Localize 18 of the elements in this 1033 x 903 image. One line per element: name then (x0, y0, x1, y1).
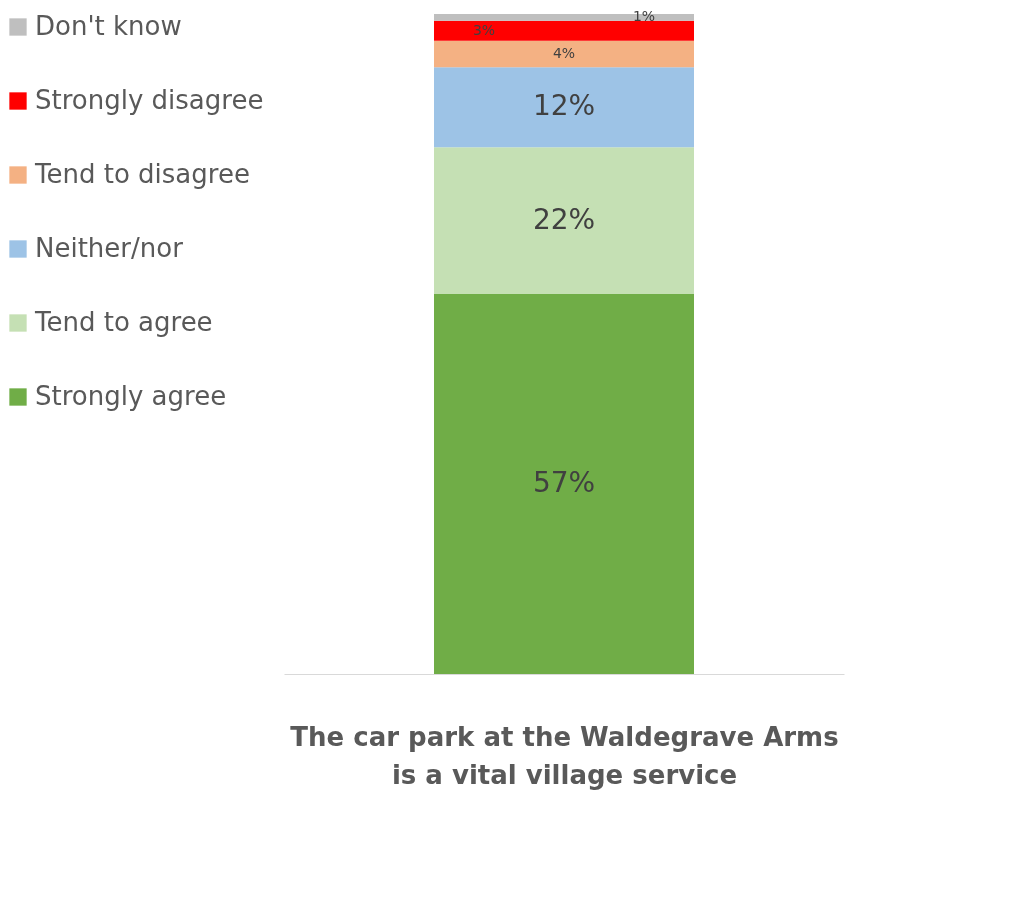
data-label: 4% (552, 45, 576, 61)
data-label: 22% (532, 202, 596, 236)
bar (434, 67, 694, 148)
legend-label: Neither/nor (35, 233, 184, 263)
bar (434, 147, 694, 294)
data-label: 12% (532, 89, 596, 123)
data-label: 1% (632, 8, 656, 25)
bar (434, 40, 694, 68)
bar (434, 294, 694, 674)
bar (434, 20, 694, 41)
legend-label: Tend to agree (34, 307, 213, 337)
data-label: 57% (532, 466, 596, 499)
legend-label: Don't know (35, 11, 182, 41)
data-label: 3% (472, 21, 496, 38)
x-axis-title: The car park at the Waldegrave Arms is a vital village service (290, 721, 839, 790)
legend-label: Tend to disagree (34, 159, 250, 189)
legend-label: Strongly agree (35, 381, 227, 411)
legend-label: Strongly disagree (35, 85, 264, 115)
